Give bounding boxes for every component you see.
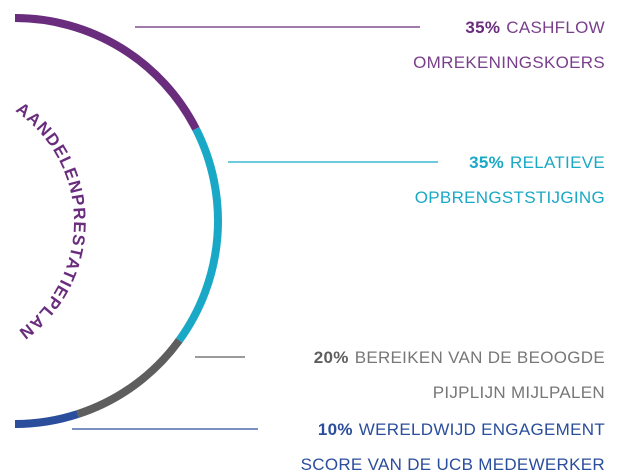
category-label: WERELDWIJD ENGAGEMENT [359,420,605,439]
label-line: OMREKENINGSKOERS [413,53,605,72]
label-line: SCORE VAN DE UCB MEDEWERKER [301,455,605,472]
arc-segment [14,410,79,428]
label-line: 35% CASHFLOW [465,18,605,37]
category-label: BEREIKEN VAN DE BEOOGDE [355,348,605,367]
value-label: 10% [318,420,353,439]
arc-segment [175,127,222,343]
chart-title: AANDELENPRESTATIEPLAN [13,99,90,343]
category-label: CASHFLOW [506,18,605,37]
label-line: 35% RELATIEVE [469,153,605,172]
value-label: 35% [469,153,504,172]
value-label: 20% [314,348,349,367]
value-label: 35% [465,18,500,37]
label-line: OPBRENGSTSTIJGING [415,188,605,207]
category-label: RELATIEVE [510,153,605,172]
arc-segment [14,14,200,131]
chart-title-path: AANDELENPRESTATIEPLAN [13,99,89,343]
arc-segment [76,337,183,418]
label-line: 10% WERELDWIJD ENGAGEMENT [318,420,605,439]
label-line: 20% BEREIKEN VAN DE BEOOGDE [314,348,605,367]
label-line: PIJPLIJN MIJLPALEN [433,383,605,402]
